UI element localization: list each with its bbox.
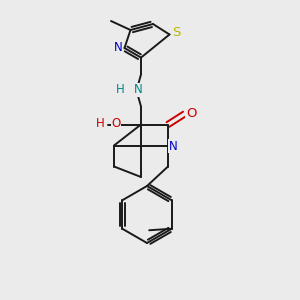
Text: H: H [96,117,105,130]
Text: H: H [116,83,125,96]
Text: N: N [169,140,178,153]
Text: O: O [112,117,121,130]
Text: N: N [113,40,122,54]
Text: N: N [134,83,142,96]
Text: O: O [186,106,196,120]
Text: S: S [172,26,180,39]
